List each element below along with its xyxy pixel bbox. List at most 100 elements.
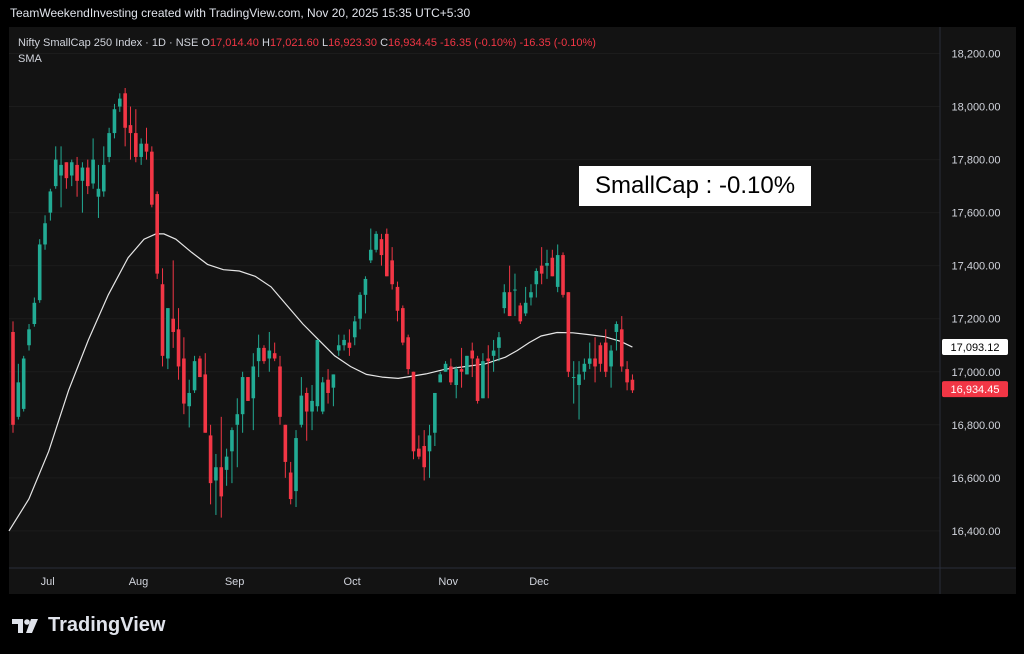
candle-body — [198, 358, 202, 378]
tradingview-logo-text: TradingView — [48, 614, 166, 636]
candle — [85, 159, 90, 195]
candle-body — [470, 350, 475, 359]
candle-body — [48, 191, 53, 213]
candle-body — [32, 302, 37, 325]
candle — [379, 233, 384, 266]
candle-body — [422, 446, 426, 468]
candle-body — [539, 265, 544, 274]
candle — [550, 249, 555, 277]
candle — [534, 268, 539, 298]
candle-body — [566, 292, 571, 372]
candle — [310, 385, 314, 431]
candle-body — [139, 143, 143, 157]
candle — [166, 308, 170, 370]
candle-body — [182, 358, 186, 404]
y-tick-label: 17,600.00 — [952, 208, 1001, 220]
candle-body — [203, 374, 208, 433]
candle-body — [561, 255, 565, 295]
candle — [256, 334, 261, 378]
attribution-bar: TeamWeekendInvesting created with Tradin… — [0, 0, 1024, 26]
candle — [385, 228, 389, 277]
symbol-name[interactable]: Nifty SmallCap 250 Index · 1D · NSE — [18, 37, 199, 49]
open-label: O — [201, 37, 210, 49]
attribution-text: TeamWeekendInvesting created with Tradin… — [10, 6, 471, 20]
candle — [352, 316, 357, 346]
candle — [182, 337, 186, 415]
candle — [406, 334, 410, 375]
candle — [368, 228, 373, 264]
candle-body — [123, 93, 127, 128]
last-close-label: 16,934.45 — [942, 381, 1008, 398]
open-value: 17,014.40 — [209, 37, 259, 49]
candle-body — [336, 345, 341, 351]
candle-body — [614, 324, 619, 332]
candle — [107, 127, 111, 163]
candle-body — [80, 167, 85, 181]
candle — [427, 424, 432, 478]
candle — [603, 329, 608, 378]
candle — [609, 345, 613, 388]
candle-body — [118, 98, 122, 107]
candle-body — [497, 337, 501, 348]
candle-body — [438, 374, 442, 383]
candle-body — [518, 305, 523, 322]
candle-body — [69, 162, 74, 176]
candle-body — [486, 358, 491, 362]
candle-body — [299, 395, 304, 425]
tradingview-logo[interactable]: TradingView — [12, 614, 165, 637]
change-value-2: -16.35 (-0.10%) — [519, 37, 596, 49]
candle — [401, 305, 405, 346]
candle — [171, 260, 175, 348]
candle — [235, 398, 240, 468]
candle-body — [502, 292, 507, 309]
last-close-label-text: 16,934.45 — [951, 384, 1000, 396]
x-tick-label: Aug — [129, 576, 149, 588]
candle — [470, 342, 475, 378]
candle — [139, 138, 143, 165]
gridlines — [9, 53, 940, 532]
sma-indicator-label[interactable]: SMA — [18, 53, 42, 65]
candle — [155, 191, 159, 279]
candle-body — [283, 424, 288, 462]
sma-value-label: 17,093.12 — [942, 339, 1008, 356]
candle — [507, 265, 512, 317]
candle-body — [240, 377, 245, 415]
candle — [326, 369, 330, 404]
candle — [272, 342, 277, 362]
low-value: 16,923.30 — [328, 37, 377, 49]
candles-layer — [11, 87, 635, 518]
sma-value-label-bg — [942, 339, 1008, 356]
candle-body — [550, 257, 555, 277]
candle-body — [411, 371, 416, 452]
candle-body — [150, 151, 154, 205]
candle — [491, 339, 496, 372]
candle — [75, 156, 79, 197]
candle-body — [224, 456, 229, 470]
candle-body — [390, 260, 394, 285]
candle-body — [230, 430, 234, 452]
candle-body — [144, 143, 149, 152]
candle — [294, 430, 298, 508]
y-tick-label: 18,000.00 — [952, 102, 1001, 114]
candle-body — [630, 379, 635, 391]
candle-body — [374, 233, 378, 250]
candle — [267, 331, 272, 372]
candle-body — [331, 374, 336, 388]
candle-body — [320, 382, 325, 412]
candle — [502, 284, 507, 314]
candle-body — [459, 369, 464, 372]
candle — [454, 366, 459, 399]
candle — [417, 435, 421, 460]
candle — [619, 316, 624, 372]
candle-body — [112, 109, 117, 134]
candle-body — [352, 321, 357, 338]
candle — [246, 377, 250, 401]
candle-body — [582, 363, 587, 372]
candle-body — [401, 308, 405, 343]
candle — [438, 371, 442, 383]
candle — [518, 302, 523, 325]
candle — [230, 427, 234, 484]
candle — [390, 247, 394, 290]
candle — [262, 345, 266, 364]
